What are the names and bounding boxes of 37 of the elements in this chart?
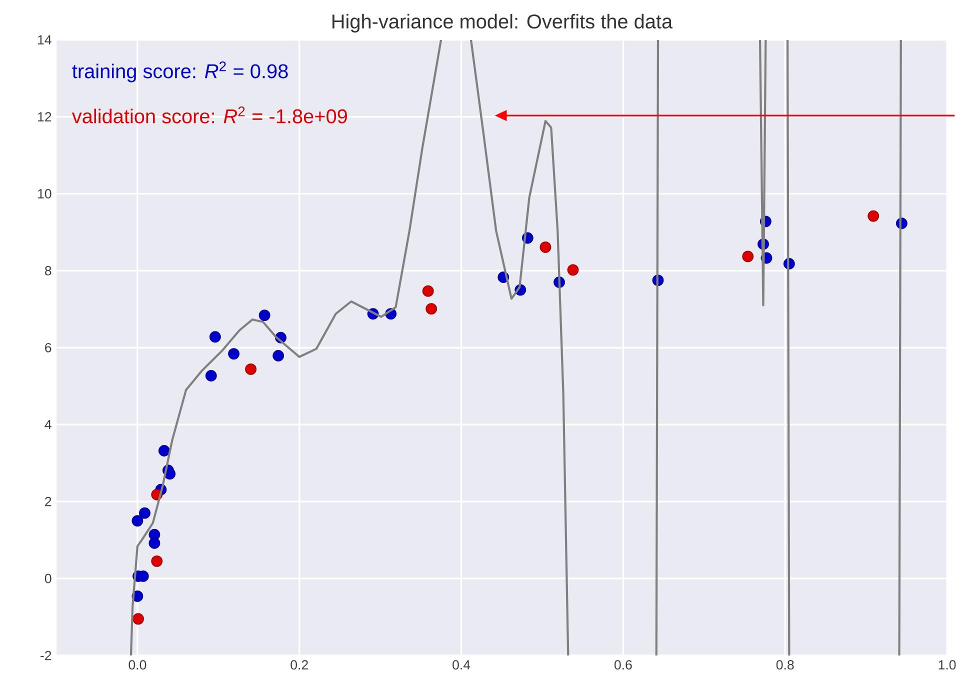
point xyxy=(132,613,144,624)
annotation: training score: R$^{2}$ = 0.98 xyxy=(72,61,288,82)
point xyxy=(258,309,270,321)
chart-title: High-variance model: Overfits the data xyxy=(332,14,673,32)
point xyxy=(422,285,434,297)
x-tick-label: 0.8 xyxy=(776,660,794,670)
point xyxy=(567,264,579,276)
point xyxy=(868,210,880,222)
point xyxy=(209,330,221,342)
point xyxy=(132,514,144,526)
y-tick-label: 0 xyxy=(44,574,52,584)
point xyxy=(139,507,150,519)
point xyxy=(158,444,170,456)
y-tick-label: 2 xyxy=(45,496,52,506)
x-tick-label: 0.4 xyxy=(452,660,470,670)
point xyxy=(272,350,284,362)
y-tick-label: 14 xyxy=(38,35,52,44)
x-tick-label: 1.0 xyxy=(938,660,956,670)
y-tick-label: 6 xyxy=(45,342,52,352)
point xyxy=(540,241,552,253)
point xyxy=(205,370,217,382)
y-tick-label: -2 xyxy=(40,650,52,660)
point xyxy=(137,570,149,582)
annotation: validation score: R$^{2}$ = -1.8e+09 xyxy=(72,106,347,124)
x-tick-label: 0.2 xyxy=(290,660,308,670)
y-tick-label: 10 xyxy=(38,188,52,198)
y-tick-label: 8 xyxy=(44,266,52,276)
point xyxy=(742,250,754,262)
x-tick-label: 0.6 xyxy=(614,660,632,670)
point xyxy=(228,348,240,360)
x-tick-label: 0.0 xyxy=(128,660,146,670)
y-tick-label: 12 xyxy=(38,112,52,122)
y-tick-label: 4 xyxy=(44,420,52,429)
point xyxy=(148,537,160,549)
point xyxy=(245,363,257,375)
point xyxy=(426,302,438,314)
point xyxy=(151,555,163,567)
